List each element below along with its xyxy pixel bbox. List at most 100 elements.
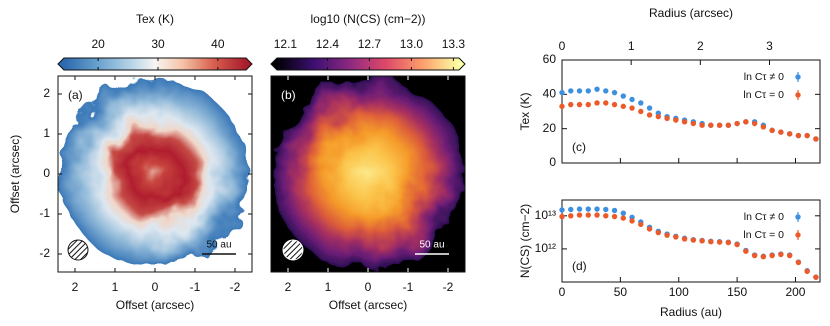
colorbar-tick-label: 13.3 [442, 37, 466, 51]
x-tick-label: 50 [614, 285, 628, 299]
beam [282, 239, 304, 261]
x-axis-label: Offset (arcsec) [329, 298, 407, 312]
data-point [568, 88, 574, 94]
panel-label: (a) [68, 88, 83, 102]
beam [67, 239, 89, 261]
data-point [629, 105, 635, 111]
colorbar-label: log10 (N(CS) (cm−2)) [310, 12, 425, 26]
data-point [603, 100, 609, 106]
colorbar-extend [246, 58, 252, 70]
data-point [786, 131, 793, 137]
colorbar-frame [57, 57, 253, 71]
colorbar-extend [459, 58, 465, 70]
x-tick-label: 2 [72, 280, 79, 294]
data-point [778, 251, 784, 258]
data-point [655, 113, 662, 120]
map-a [58, 76, 252, 272]
data-point [751, 120, 758, 127]
data-point [673, 117, 679, 123]
x2-tick-label: 0 [559, 39, 566, 53]
data-point [778, 129, 784, 135]
x-tick-label: 1 [325, 280, 332, 294]
y-tick-label: 10¹² [535, 241, 556, 255]
data-point [725, 239, 732, 246]
y-tick-label: 10¹³ [535, 208, 556, 222]
data-point [620, 215, 626, 221]
data-point [638, 108, 644, 115]
data-point [611, 89, 618, 96]
data-point [769, 127, 775, 134]
data-point [559, 103, 565, 110]
x-axis-label: Offset (arcsec) [116, 298, 194, 312]
scalebar-label: 50 au [206, 240, 231, 251]
x-tick-label: 150 [727, 285, 747, 299]
plot-frame [561, 59, 821, 164]
data-point [690, 237, 697, 243]
data-point [664, 115, 670, 122]
x-tick-label: 100 [669, 285, 689, 299]
colorbar-extend [271, 58, 277, 70]
data-point [769, 252, 775, 259]
data-point [716, 122, 723, 128]
y-tick-label: -1 [39, 206, 50, 220]
data-point [603, 88, 609, 94]
panel-label: (b) [281, 88, 296, 102]
data-point [734, 120, 740, 127]
data-point [646, 112, 653, 118]
x-tick-label: 1 [112, 280, 119, 294]
data-point [795, 132, 802, 139]
data-point [620, 103, 626, 110]
data-point [751, 252, 758, 259]
x2-axis-label: Radius (arcsec) [649, 6, 733, 20]
y-axis-label: Offset (arcsec) [8, 135, 22, 213]
x-tick-label: -2 [443, 280, 454, 294]
colorbar [277, 58, 459, 70]
panel-label: (c) [572, 140, 586, 154]
data-point [585, 206, 591, 212]
plot-frame [561, 199, 821, 283]
data-point [690, 120, 697, 127]
data-point [638, 100, 644, 106]
data-point [638, 221, 644, 228]
data-point [568, 101, 574, 108]
data-point [716, 239, 723, 245]
y-tick-label: 2 [43, 86, 50, 100]
data-point [594, 206, 600, 212]
legend-label: ln Cτ ≠ 0 [744, 211, 784, 223]
data-point [611, 101, 618, 108]
x-tick-label: -1 [403, 280, 414, 294]
colorbar-label: Tex (K) [136, 12, 174, 26]
legend-marker [795, 232, 801, 238]
colorbar-tick-label: 12.7 [358, 37, 382, 51]
x-axis-label: Radius (au) [660, 305, 722, 319]
map-image [272, 78, 464, 270]
data-point [795, 259, 802, 266]
y-tick-label: 40 [543, 87, 557, 101]
legend-marker [795, 214, 801, 220]
colorbar-tick-label: 30 [151, 37, 165, 51]
x-tick-label: -1 [190, 280, 201, 294]
data-point [585, 212, 591, 218]
y-axis-label: N(CS) (cm−2) [518, 204, 532, 278]
colorbar-tick-label: 12.4 [316, 37, 340, 51]
data-point [603, 213, 609, 219]
y-axis-label: Tex (K) [518, 92, 532, 130]
data-point [734, 241, 740, 248]
panel-label: (d) [572, 259, 587, 273]
data-point [646, 226, 653, 232]
colorbar-frame [270, 57, 466, 71]
data-point [786, 252, 793, 259]
data-point [655, 229, 662, 236]
data-point [611, 213, 618, 220]
x-tick-label: -2 [230, 280, 241, 294]
data-point [681, 119, 688, 125]
data-point [743, 119, 749, 125]
data-point [646, 105, 653, 111]
data-point [594, 212, 600, 218]
data-point [699, 238, 705, 244]
data-point [611, 207, 618, 214]
data-point [576, 88, 583, 94]
y-tick-label: 0 [43, 166, 50, 180]
